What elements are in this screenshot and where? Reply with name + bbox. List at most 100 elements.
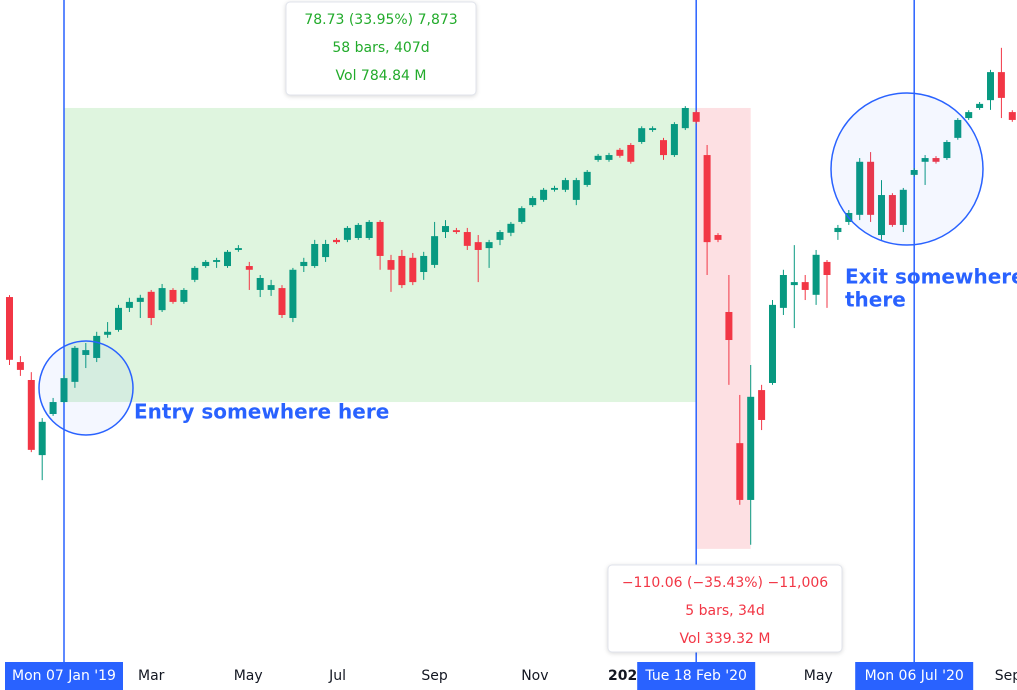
candle-body (322, 243, 330, 258)
candle-body (921, 158, 929, 162)
candle-body (616, 149, 624, 156)
measure-label: 5 bars, 34d (685, 603, 764, 619)
candle-body (278, 288, 286, 315)
candle-body (60, 378, 68, 403)
candle-body (71, 347, 79, 382)
candle-body (910, 170, 918, 175)
candle-body (801, 282, 809, 290)
measure-label: 78.73 (33.95%) 7,873 (304, 12, 457, 28)
entry-circle (38, 340, 134, 436)
x-axis-bar (0, 662, 1017, 690)
candle-body (856, 161, 864, 215)
candle-body (878, 195, 885, 236)
candle-body (93, 335, 101, 358)
candle-body (202, 261, 210, 267)
candle-body (16, 362, 24, 370)
candle-body (834, 227, 842, 233)
candle-body (311, 243, 319, 267)
candle-body (191, 267, 199, 280)
candles (6, 47, 1016, 545)
measure-label: Vol 339.32 M (680, 631, 771, 647)
candle-body (169, 289, 177, 302)
candle-body (38, 421, 46, 456)
candle-body (888, 195, 896, 225)
x-tick-label: May (804, 668, 833, 684)
candle-body (180, 289, 188, 302)
candle-body (376, 221, 384, 256)
background-layer (63, 0, 915, 662)
measure-label: 58 bars, 407d (332, 40, 429, 56)
candle-body (703, 155, 711, 243)
candle-body (932, 158, 940, 162)
candle-body (365, 221, 373, 239)
candle-body (540, 189, 548, 200)
candle-body (551, 187, 558, 190)
x-tick-label: Jul (328, 668, 346, 684)
exit-annotation: Exit somewhere (845, 265, 1017, 289)
date-marker-box (637, 662, 756, 690)
candle-body (561, 180, 569, 190)
x-tick-label: Sep (995, 668, 1017, 684)
exit-circle (830, 92, 984, 246)
measure-label-box (607, 564, 843, 653)
x-tick-label: Nov (521, 668, 548, 684)
candle-body (82, 350, 90, 355)
candle-body (420, 255, 428, 273)
exit-annotation: there (845, 288, 906, 312)
date-marker-label: Tue 18 Feb '20 (644, 668, 747, 684)
candle-body (638, 128, 646, 142)
candle-body (115, 307, 122, 330)
candle-body (583, 171, 591, 185)
candle-body (965, 112, 973, 119)
candle-body (398, 255, 406, 286)
candle-body (670, 124, 678, 156)
candle-body (104, 331, 112, 335)
candle-body (681, 107, 689, 129)
candle-body (27, 379, 35, 450)
candle-body (256, 277, 264, 290)
candle-body (790, 282, 798, 286)
candle-body (518, 208, 526, 222)
candle-body (899, 189, 907, 225)
measure-label-box (285, 1, 477, 96)
candle-body (572, 180, 580, 200)
candle-body (507, 223, 515, 233)
entry-annotation: Entry somewhere here (134, 400, 389, 424)
candle-body (485, 242, 493, 249)
candle-body (125, 301, 133, 308)
candle-body (224, 251, 231, 267)
candle-body (660, 140, 667, 156)
candle-body (812, 254, 820, 295)
candle-body (409, 257, 417, 283)
candle-body (627, 144, 635, 162)
candle-body (213, 260, 221, 262)
candle-body (769, 304, 776, 383)
candle-body (289, 269, 297, 318)
candle-body (987, 72, 994, 101)
candle-body (442, 226, 449, 233)
candle-body (823, 261, 831, 276)
date-marker-label: Mon 07 Jan '19 (12, 668, 116, 684)
x-tick-label: Mar (138, 668, 165, 684)
candle-body (997, 72, 1005, 98)
candle-body (147, 291, 155, 318)
measure-label: Vol 784.84 M (336, 68, 427, 84)
candle-body (725, 311, 733, 341)
candle-body (431, 236, 439, 265)
measure-label: −110.06 (−35.43%) −11,006 (622, 575, 828, 591)
candle-body (300, 261, 308, 267)
candle-body (714, 235, 722, 240)
candle-body (354, 224, 362, 239)
date-marker-label: Mon 06 Jul '20 (865, 668, 964, 684)
x-tick-label: Sep (421, 668, 448, 684)
candle-body (387, 260, 395, 270)
candle-body (474, 242, 482, 250)
candle-body (343, 227, 351, 240)
candle-body (158, 288, 166, 311)
candle-body (867, 161, 875, 215)
candle-body (976, 103, 984, 108)
candle-body (736, 443, 744, 500)
